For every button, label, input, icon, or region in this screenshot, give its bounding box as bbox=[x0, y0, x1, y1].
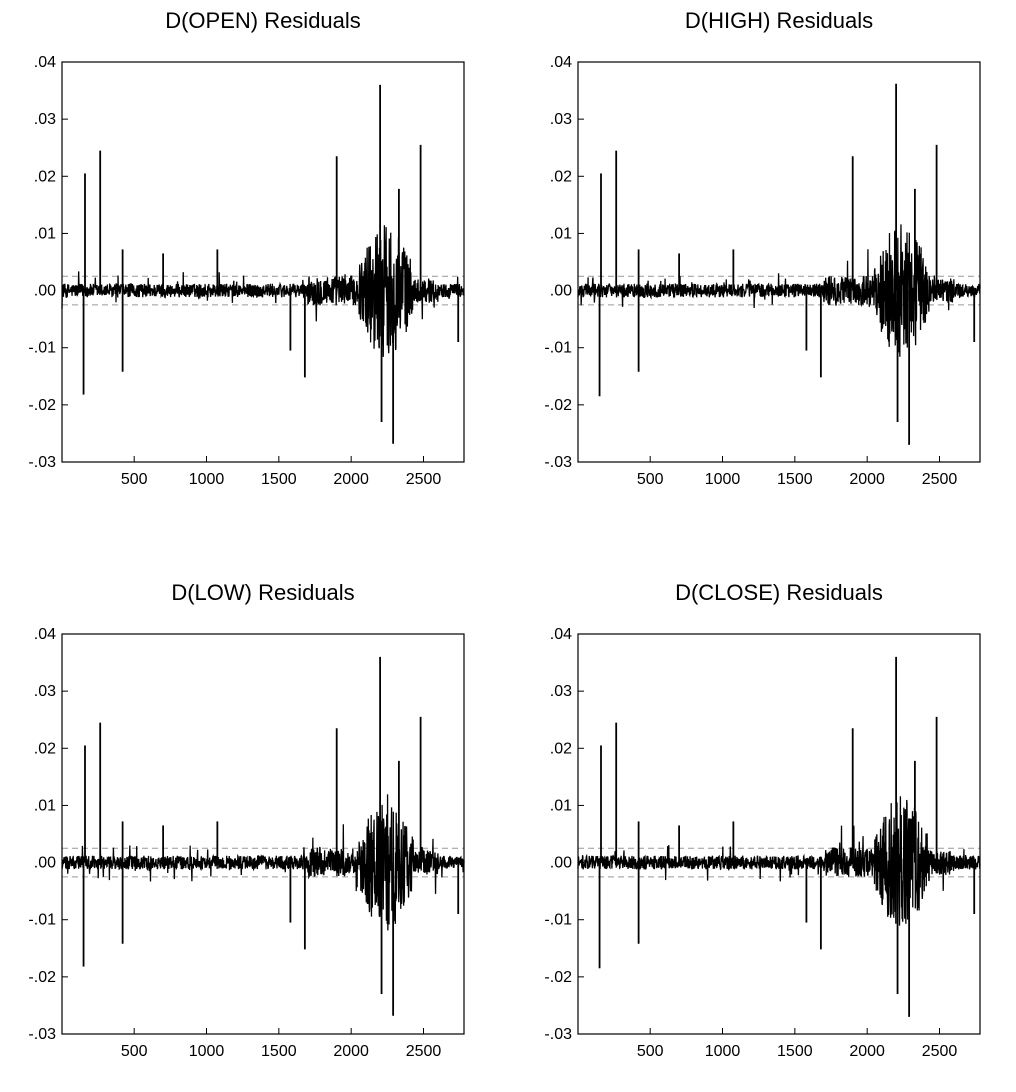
residual-series-line bbox=[61, 225, 465, 357]
chart-panel-high: D(HIGH) Residuals -.03 -.02 -.01 .00 .01 .02.… bbox=[516, 0, 1016, 520]
x-tick-label: 2000 bbox=[333, 1043, 369, 1060]
x-tick-label: 500 bbox=[121, 1043, 148, 1060]
chart-open-svg: -.03 -.02 -.01 .00 .01 .02 .03 .04 500 1000 1500 20… bbox=[28, 54, 465, 488]
chart-title: D(OPEN) Residuals bbox=[165, 8, 361, 33]
y-tick-label: .04 bbox=[550, 626, 572, 643]
chart-high-svg: -.03 -.02 -.01 .00 .01 .02 .03 .04 500 1000 1500 20… bbox=[544, 54, 981, 488]
chart-title: D(CLOSE) Residuals bbox=[675, 580, 883, 605]
y-tick-label: -.01 bbox=[544, 340, 572, 357]
x-tick-label: 2000 bbox=[333, 471, 369, 488]
chart-title: D(HIGH) Residuals bbox=[684, 8, 874, 33]
x-tick-label: 500 bbox=[121, 471, 148, 488]
chart-panel-low: D(LOW) Residuals -.03 -.02 -.01 .00 .01 .02 .0… bbox=[0, 572, 500, 1092]
x-tick-label: 1000 bbox=[705, 471, 741, 488]
y-tick-label: .03 bbox=[550, 683, 572, 700]
y-tick-label: .01 bbox=[34, 225, 56, 242]
y-tick-label: .01 bbox=[34, 797, 56, 814]
y-tick-label: -.03 bbox=[544, 1026, 572, 1043]
chart-title: D(LOW) Residuals bbox=[171, 580, 355, 605]
x-tick-label: 1000 bbox=[189, 471, 225, 488]
x-tick-label: 1000 bbox=[189, 1043, 225, 1060]
y-tick-label: -.02 bbox=[28, 969, 56, 986]
y-tick-label: .03 bbox=[550, 111, 572, 128]
chart-panel-open: D(OPEN) Residuals -.03 -.02 -.01 .00 .01 .02.… bbox=[0, 0, 500, 520]
y-tick-label: -.03 bbox=[28, 454, 56, 471]
x-tick-label: 1500 bbox=[777, 1043, 813, 1060]
residual-series-line bbox=[577, 224, 981, 357]
chart-low-svg: -.03 -.02 -.01 .00 .01 .02 .03 .04 500 1000 1500 20… bbox=[28, 626, 465, 1060]
chart-close-svg: -.03 -.02 -.01 .00 .01 .02 .03 .04 500 1000 1500 20… bbox=[544, 626, 981, 1060]
chart-panel-close: D(CLOSE) Residuals -.03 -.02 -.01 .00 .01 .02… bbox=[516, 572, 1016, 1092]
y-tick-label: -.02 bbox=[544, 969, 572, 986]
y-tick-label: -.01 bbox=[544, 912, 572, 929]
y-tick-label: .04 bbox=[34, 54, 56, 71]
residual-series-line bbox=[577, 796, 981, 926]
y-tick-label: -.03 bbox=[544, 454, 572, 471]
y-tick-label: -.01 bbox=[28, 340, 56, 357]
y-tick-label: .02 bbox=[550, 168, 572, 185]
y-tick-label: -.02 bbox=[28, 397, 56, 414]
y-tick-label: .00 bbox=[34, 283, 56, 300]
y-tick-label: .00 bbox=[550, 283, 572, 300]
x-tick-label: 1000 bbox=[705, 1043, 741, 1060]
y-tick-label: -.03 bbox=[28, 1026, 56, 1043]
y-tick-label: .02 bbox=[550, 740, 572, 757]
y-tick-label: -.02 bbox=[544, 397, 572, 414]
plot-frame bbox=[61, 633, 465, 1035]
x-tick-label: 1500 bbox=[777, 471, 813, 488]
x-tick-label: 500 bbox=[637, 471, 664, 488]
residual-series-line bbox=[61, 794, 465, 931]
x-tick-label: 1500 bbox=[261, 1043, 297, 1060]
y-tick-label: .02 bbox=[34, 168, 56, 185]
y-tick-label: .00 bbox=[34, 855, 56, 872]
y-tick-label: .03 bbox=[34, 683, 56, 700]
x-tick-label: 2500 bbox=[922, 471, 958, 488]
y-tick-label: .03 bbox=[34, 111, 56, 128]
plot-frame bbox=[577, 61, 981, 463]
x-tick-label: 2000 bbox=[849, 471, 885, 488]
plot-frame bbox=[577, 633, 981, 1035]
y-tick-label: .02 bbox=[34, 740, 56, 757]
y-tick-label: .00 bbox=[550, 855, 572, 872]
y-tick-label: -.01 bbox=[28, 912, 56, 929]
x-tick-label: 2000 bbox=[849, 1043, 885, 1060]
y-tick-label: .04 bbox=[550, 54, 572, 71]
x-tick-label: 2500 bbox=[406, 471, 442, 488]
plot-frame bbox=[61, 61, 465, 463]
x-tick-label: 2500 bbox=[922, 1043, 958, 1060]
x-tick-label: 500 bbox=[637, 1043, 664, 1060]
y-tick-label: .01 bbox=[550, 225, 572, 242]
y-tick-label: .01 bbox=[550, 797, 572, 814]
x-tick-label: 1500 bbox=[261, 471, 297, 488]
y-tick-label: .04 bbox=[34, 626, 56, 643]
x-tick-label: 2500 bbox=[406, 1043, 442, 1060]
